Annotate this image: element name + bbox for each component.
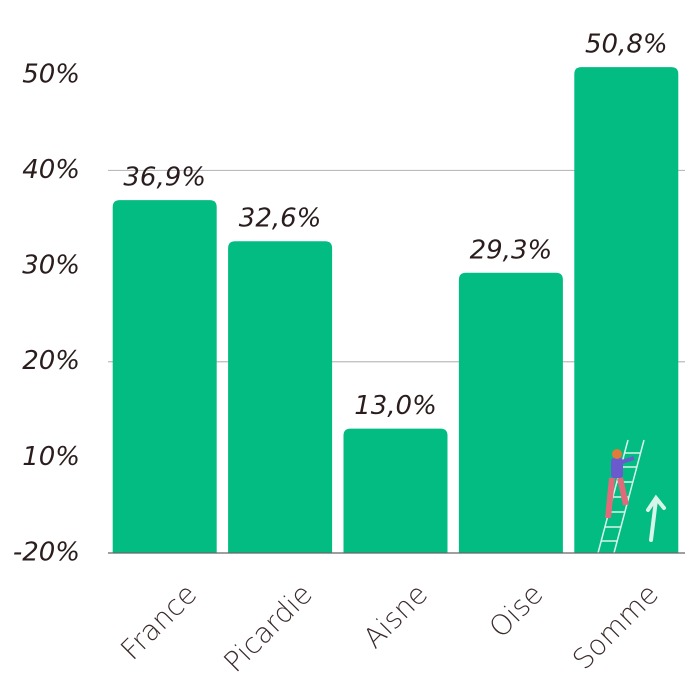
x-tick-label: Aisne — [357, 577, 434, 654]
x-tick-label: Somme — [566, 577, 665, 675]
value-label: 50,8% — [585, 30, 668, 60]
y-tick-label: 30% — [22, 251, 80, 281]
y-tick-label: 50% — [22, 59, 80, 89]
bar — [458, 272, 563, 553]
y-tick-label: 20% — [22, 346, 80, 376]
x-tick-label: France — [114, 577, 203, 666]
x-tick-label: Oise — [483, 577, 550, 644]
y-tick-label: 10% — [22, 442, 80, 472]
value-label: 29,3% — [470, 235, 553, 265]
bar — [343, 428, 448, 553]
value-label: 32,6% — [239, 204, 322, 234]
bar — [112, 200, 217, 554]
y-tick-label: 40% — [22, 155, 80, 185]
y-tick-label: -20% — [13, 538, 80, 568]
value-label: 13,0% — [354, 391, 437, 421]
x-tick-label: Picardie — [217, 577, 318, 675]
bar — [574, 67, 679, 554]
climber-illustration — [597, 439, 666, 554]
value-label: 36,9% — [123, 163, 206, 193]
bar — [228, 241, 333, 553]
